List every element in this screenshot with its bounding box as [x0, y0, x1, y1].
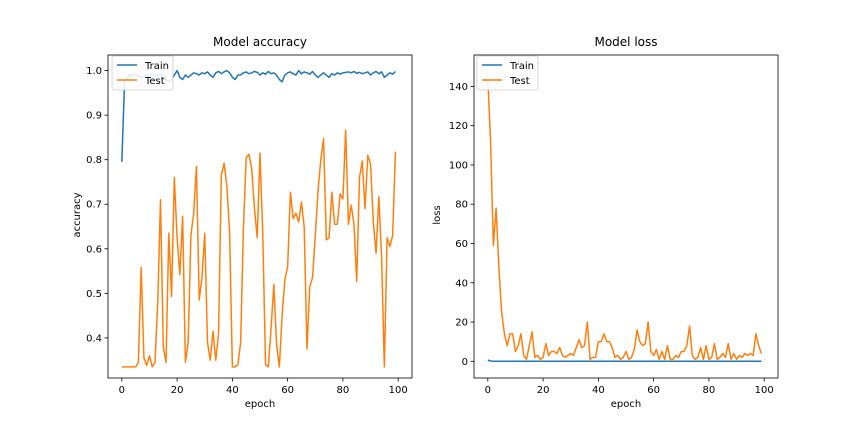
- x-tick-label: 60: [281, 385, 294, 396]
- legend-label-train: Train: [144, 61, 169, 72]
- series-line-test: [487, 78, 763, 361]
- x-tick-label: 100: [389, 385, 408, 396]
- x-tick-label: 40: [226, 385, 239, 396]
- chart-title: Model accuracy: [213, 35, 307, 49]
- x-tick-label: 0: [485, 385, 491, 396]
- x-tick-label: 100: [755, 385, 774, 396]
- y-tick-label: 0: [462, 357, 468, 368]
- accuracy-ticks: 0 20 40 60 80 100 0.4 0.5 0.6 0.7 0.8 0.9 1.0: [86, 66, 408, 396]
- legend: Train Test: [476, 55, 539, 91]
- y-tick-label: 0.8: [86, 155, 102, 166]
- accuracy-panel: Model accuracy 0 20 40 60 80 1000.40.50.60.70…: [72, 35, 413, 410]
- y-tick-label: 120: [449, 121, 468, 132]
- y-tick-label: 40: [455, 278, 468, 289]
- y-tick-label: 0.6: [86, 244, 102, 255]
- loss-axes-frame: [473, 54, 779, 379]
- legend-label-test: Test: [509, 76, 530, 87]
- y-axis-label: accuracy: [72, 192, 83, 237]
- x-tick-label: 20: [171, 385, 184, 396]
- x-tick-label: 40: [592, 385, 605, 396]
- series-line-test: [121, 129, 397, 368]
- y-tick-label: 60: [455, 239, 468, 250]
- x-tick-label: 80: [337, 385, 350, 396]
- y-tick-label: 20: [455, 318, 468, 329]
- y-tick-label: 0.4: [86, 333, 102, 344]
- x-tick-label: 80: [703, 385, 716, 396]
- y-tick-label: 100: [449, 160, 468, 171]
- y-tick-label: 0.7: [86, 200, 102, 211]
- x-axis-label: epoch: [245, 399, 275, 410]
- y-tick-label: 0.5: [86, 289, 102, 300]
- y-tick-label: 0.9: [86, 111, 102, 122]
- x-tick-label: 0: [119, 385, 125, 396]
- y-tick-label: 140: [449, 82, 468, 93]
- loss-ticks: 0 20 40 60 80 100 0 20 40 60 80 100 120 140: [449, 82, 774, 396]
- accuracy-axes-frame: [107, 54, 413, 379]
- loss-plot-area: [487, 78, 763, 362]
- y-tick-label: 80: [455, 200, 468, 211]
- legend: Train Test: [111, 55, 174, 91]
- loss-panel: Model loss 0 20 40 60 80 100 0 20 40 60 80 100 120 14…: [432, 35, 779, 410]
- x-tick-label: 20: [537, 385, 550, 396]
- chart-title: Model loss: [594, 35, 657, 49]
- legend-label-train: Train: [509, 61, 534, 72]
- y-axis-label: loss: [432, 205, 443, 224]
- y-tick-label: 1.0: [86, 66, 102, 77]
- legend-label-test: Test: [144, 76, 165, 87]
- x-tick-label: 60: [647, 385, 660, 396]
- series-line-train: [487, 359, 762, 362]
- x-axis-label: epoch: [611, 399, 641, 410]
